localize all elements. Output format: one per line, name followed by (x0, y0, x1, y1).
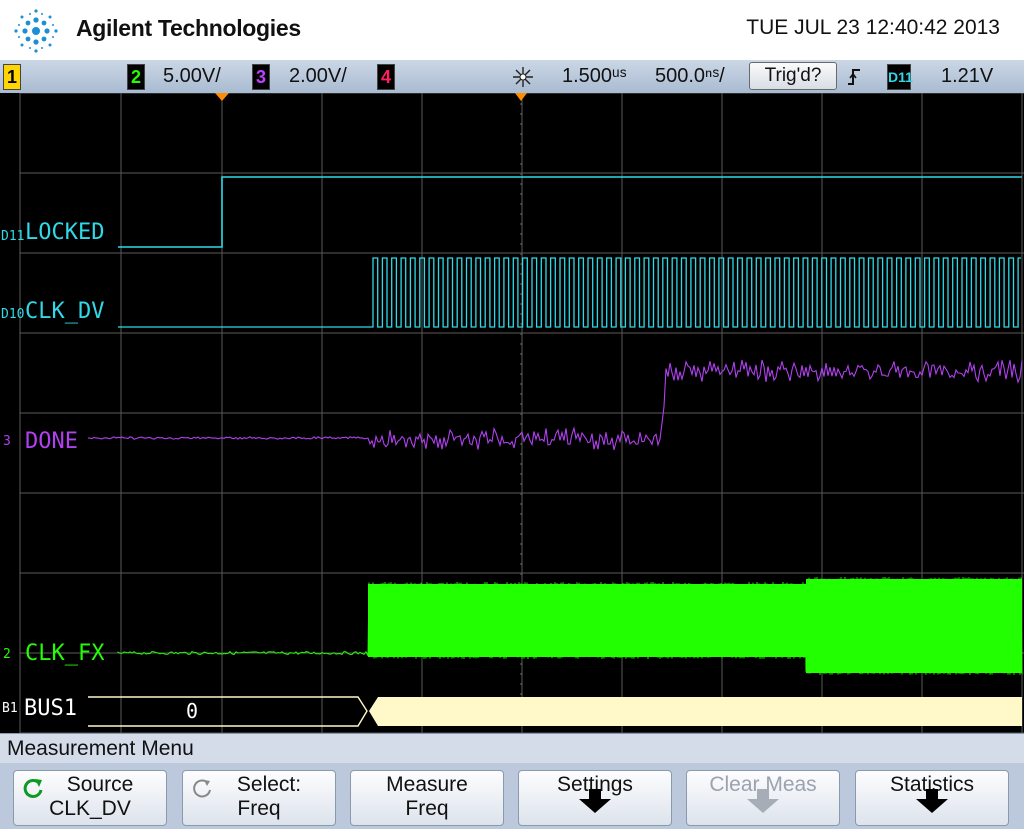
channel-4-indicator[interactable]: 4 (377, 64, 395, 90)
submenu-arrow-icon (747, 789, 779, 813)
select-softkey-value: Freq (237, 797, 281, 820)
date-time: TUE JUL 23 12:40:42 2013 (746, 16, 1000, 39)
clk-fx-trace (117, 576, 1023, 675)
brand-name: Agilent Technologies (76, 15, 301, 41)
header: Agilent Technologies TUE JUL 23 12:40:42… (0, 0, 1024, 60)
channel-1-indicator[interactable]: 1 (3, 64, 21, 90)
measure-softkey[interactable]: Measure Freq (350, 770, 504, 826)
channel-3-indicator[interactable]: 3 (252, 64, 270, 90)
settings-softkey-label: Settings (557, 773, 633, 796)
clear-meas-softkey[interactable]: Clear Meas (686, 770, 840, 826)
waveform-display[interactable]: D11 LOCKED D10 CLK_DV 3 DONE 2 CLK_FX B1… (0, 93, 1024, 733)
time-reference-marker (515, 93, 527, 101)
channel-2-indicator[interactable]: 2 (127, 64, 145, 90)
statistics-softkey[interactable]: Statistics (855, 770, 1009, 826)
submenu-arrow-icon (579, 789, 611, 813)
channel-2-scale: 5.00V/ (163, 65, 221, 87)
status-bar: 1 2 5.00V/ 3 2.00V/ 4 1.500ᵘˢ 500.0ⁿˢ/ T… (0, 60, 1024, 94)
settings-softkey[interactable]: Settings (518, 770, 672, 826)
clk-fx-channel-id: 2 (3, 647, 11, 662)
select-softkey[interactable]: Select: Freq (182, 770, 336, 826)
statistics-softkey-label: Statistics (889, 773, 975, 796)
trigger-level: 1.21V (941, 65, 994, 87)
rotate-knob-icon (23, 778, 43, 798)
measure-softkey-label: Measure (386, 773, 468, 796)
clk-dv-label: CLK_DV (25, 299, 105, 324)
done-label: DONE (25, 429, 78, 454)
locked-channel-id: D11 (1, 229, 25, 244)
trigger-source-label: D11 (888, 69, 913, 85)
agilent-spark-logo (14, 9, 58, 53)
source-softkey[interactable]: Source CLK_DV (13, 770, 167, 826)
done-trace (87, 359, 1023, 451)
trigger-position-marker (215, 93, 229, 101)
bus1-label: BUS1 (24, 696, 77, 721)
submenu-arrow-icon (916, 789, 948, 813)
timebase-scale: 500.0ⁿˢ/ (655, 65, 725, 87)
softkey-bar: Source CLK_DV Select: Freq Measure Freq … (0, 763, 1024, 829)
locked-label: LOCKED (25, 220, 105, 245)
acquisition-spark-icon (513, 67, 533, 87)
bus1-value: 0 (186, 699, 199, 723)
menu-title: Measurement Menu (0, 733, 1024, 763)
trigger-status-button[interactable]: Trig'd? (749, 62, 837, 90)
clk-fx-label: CLK_FX (25, 641, 105, 666)
locked-trace (118, 176, 1022, 248)
select-softkey-label: Select: (236, 773, 302, 796)
trigger-source-indicator: D11 (887, 64, 913, 90)
channel-3-scale: 2.00V/ (289, 65, 347, 87)
waveform-canvas (19, 93, 1024, 733)
done-channel-id: 3 (3, 434, 11, 449)
horizontal-delay: 1.500ᵘˢ (562, 65, 627, 87)
clk-dv-channel-id: D10 (1, 307, 25, 322)
bus1-trace (88, 696, 1022, 727)
rising-edge-icon (848, 69, 860, 85)
source-softkey-value: CLK_DV (49, 797, 131, 820)
clk-dv-trace (118, 257, 1021, 328)
source-softkey-label: Source (66, 773, 134, 796)
bus1-channel-id: B1 (2, 701, 18, 716)
rotate-knob-icon (193, 779, 211, 798)
measure-softkey-value: Freq (405, 797, 449, 820)
clear-meas-softkey-label: Clear Meas (709, 773, 817, 796)
